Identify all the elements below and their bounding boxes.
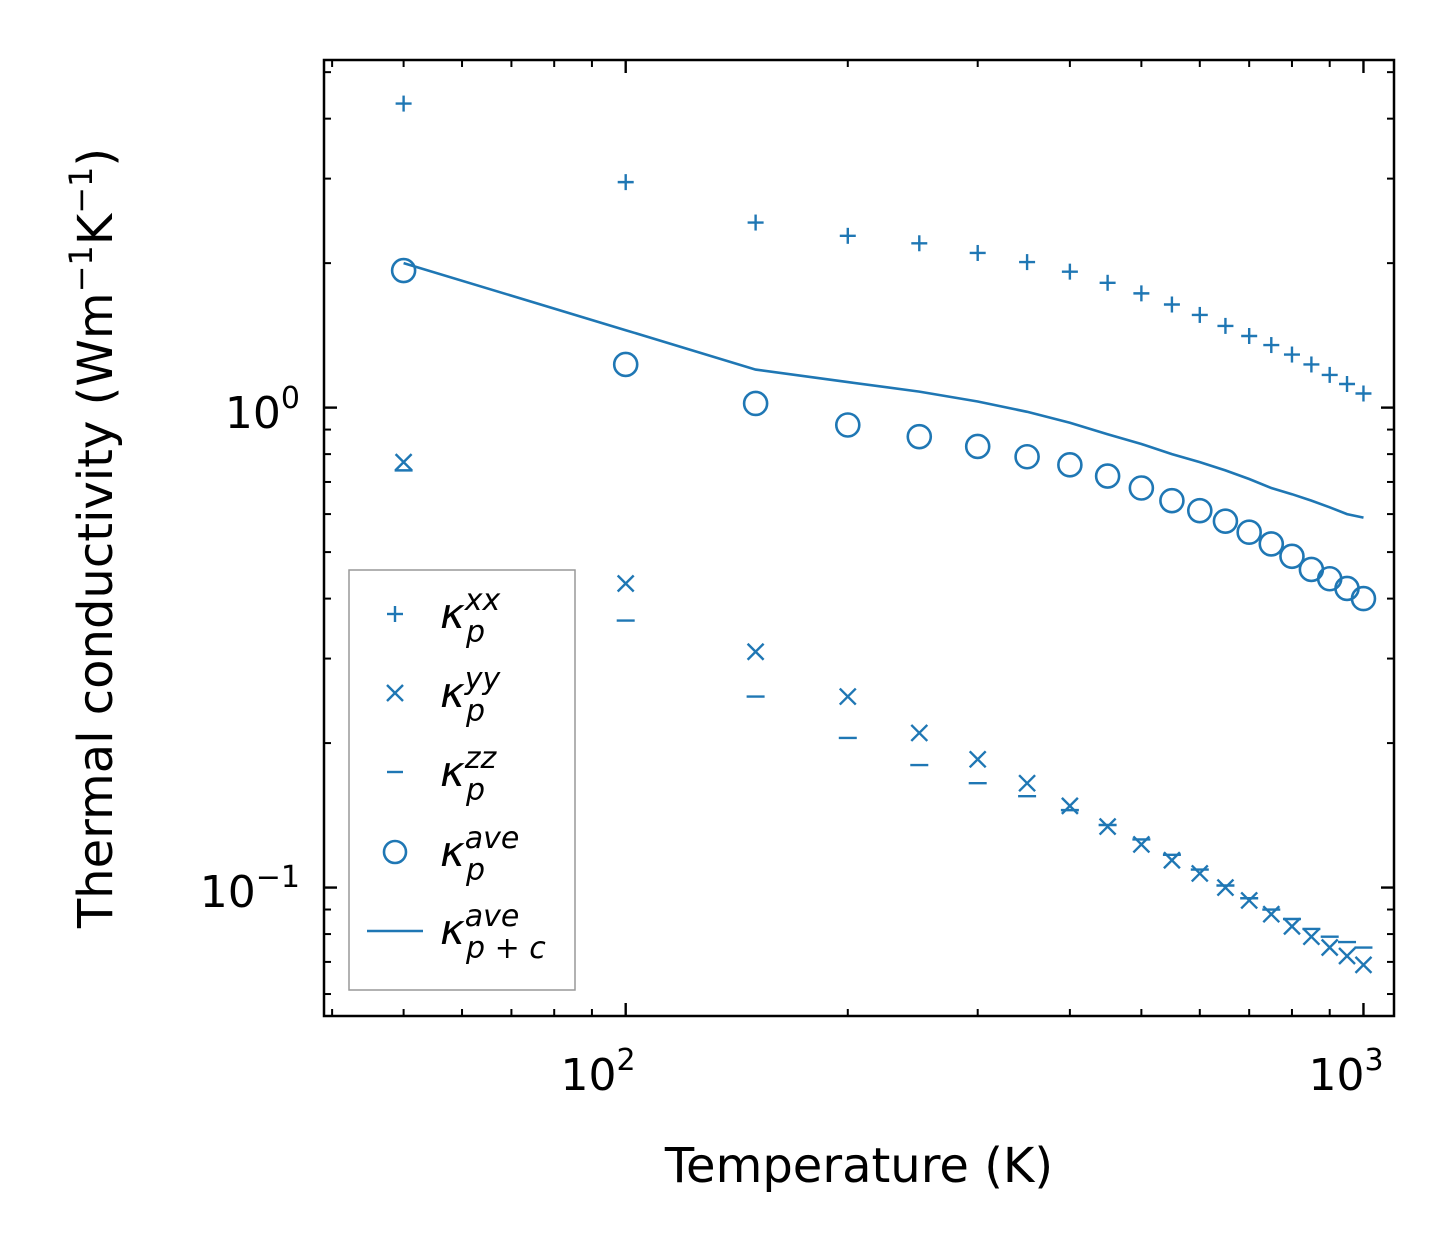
point-kp_ave [906,423,933,450]
point-kp_xx [1163,296,1180,313]
point-kp_yy [1338,947,1356,965]
point-kp_yy [968,750,987,769]
legend-marker-circle [382,839,408,865]
point-kp_yy [910,724,929,742]
point-kp_xx [747,214,764,231]
y-axis-label: Thermal conductivity (Wm−1K−1) [62,148,124,929]
point-kp_ave [742,390,769,417]
point-kp_ave [1159,487,1185,514]
point-kp_yy [1302,927,1321,946]
point-kp_yy [1320,938,1339,957]
series-layer [390,95,1377,974]
point-kp_xx [1217,317,1234,334]
point-kp_ave [1128,475,1155,501]
point-kp_yy [394,453,413,471]
point-kp_ave [834,412,861,438]
legend-entry-kp-yy: κyy p [386,662,502,729]
point-kp_xx [1303,356,1320,373]
y-tick-label-0-1: 10−1 [200,860,300,918]
legend-entry-kp-zz: κzz p [387,741,498,808]
point-kp_yy [1061,796,1079,815]
series-kp_xx [395,95,1372,402]
point-kp_ave [1316,565,1343,592]
point-kp_xx [1133,285,1150,302]
point-kp_yy [838,687,857,706]
point-kp_yy [1190,864,1209,883]
point-kp_ave [390,257,417,284]
point-kp_xx [1263,337,1280,354]
legend-label-kp-ave: κave p [440,821,519,888]
point-kp_ave [612,351,639,378]
point-kp_yy [1098,817,1117,836]
point-kp_xx [969,244,986,261]
point-kp_yy [1283,917,1301,936]
point-kp_xx [1321,366,1338,383]
point-kp_ave [1094,463,1121,489]
point-kp_xx [1241,327,1258,344]
legend-label-kpc-ave: κave p + c [440,899,546,966]
point-kp_yy [616,574,635,593]
point-kp_xx [1099,274,1116,291]
plot-frame [322,58,1396,1018]
point-kp_xx [1061,263,1078,280]
point-kp_yy [1018,774,1036,793]
legend-label-kp-xx: κxx p [440,583,501,650]
point-kp_ave [1350,585,1377,612]
x-tick-label-100: 102 [560,1043,635,1101]
legend-marker-x [386,684,404,702]
legend-label-kp-yy: κyy p [440,662,502,729]
series-kpc_ave [403,261,1364,519]
point-kp_ave [1258,531,1285,557]
point-kp_yy [1216,878,1235,897]
legend-entry-kp-ave: κave p [382,821,519,888]
x-axis-label: Temperature (K) [664,1138,1053,1194]
point-kp_xx [1019,254,1036,271]
point-kp_ave [1057,452,1083,478]
point-kp_yy [1354,956,1373,974]
series-kp_ave [390,257,1377,612]
point-kp_ave [964,433,991,460]
point-kp_xx [395,95,412,112]
legend-marker-plus [387,606,403,622]
legend: κxx p κyy p κzz p κave p κave p + c [348,569,576,991]
point-kp_ave [1236,519,1262,546]
legend-entry-kpc-ave: κave p + c [367,899,546,966]
point-kp_ave [1334,575,1360,602]
point-kp_xx [617,174,634,191]
legend-entry-kp-xx: κxx p [387,583,501,650]
point-kp_ave [1186,497,1213,524]
legend-label-kp-zz: κzz p [440,741,498,808]
point-kp_xx [1355,385,1372,402]
point-kp_yy [746,642,765,661]
point-kp_xx [911,235,928,252]
point-kp_xx [1191,306,1208,323]
point-kp_xx [1339,375,1356,392]
point-kp_xx [1283,346,1300,363]
point-kp_ave [1014,443,1040,470]
x-tick-label-1000: 103 [1308,1043,1383,1101]
series-kp_zz [394,469,1373,949]
y-tick-label-1: 100 [225,381,300,439]
legend-box [348,569,576,991]
series-line-kpc_ave [403,261,1364,519]
point-kp_ave [1212,508,1239,534]
point-kp_ave [1279,543,1305,570]
major-ticks [324,60,1394,1016]
point-kp_xx [839,227,856,244]
point-kp_yy [1240,891,1259,910]
